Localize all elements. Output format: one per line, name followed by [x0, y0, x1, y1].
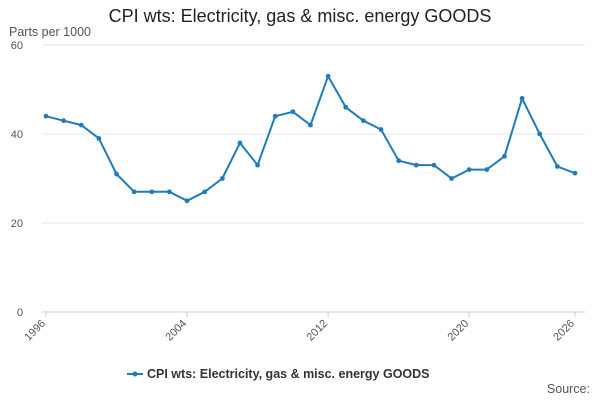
legend-label: CPI wts: Electricity, gas & misc. energy…	[147, 367, 430, 381]
y-tick-label-20: 20	[11, 218, 23, 230]
data-point-2013[interactable]	[343, 104, 349, 110]
series-line-0	[45, 75, 576, 202]
data-point-2026[interactable]	[572, 170, 578, 176]
data-point-2023[interactable]	[519, 96, 525, 101]
data-point-2003[interactable]	[167, 189, 172, 195]
x-tick-label-2012: 2012	[304, 318, 330, 344]
grid-lines	[42, 44, 585, 224]
data-point-1999[interactable]	[96, 136, 102, 141]
y-tick-label-60: 60	[11, 40, 23, 52]
y-axis-label: Parts per 1000	[9, 25, 91, 39]
data-point-2025[interactable]	[554, 164, 560, 169]
y-tick-label-0: 0	[17, 307, 23, 319]
x-tick-label-2026: 2026	[551, 318, 577, 344]
data-point-2001[interactable]	[131, 189, 137, 195]
source-label: Source:	[546, 382, 590, 396]
data-point-2024[interactable]	[537, 131, 543, 137]
series-group	[43, 73, 578, 204]
data-point-1996[interactable]	[43, 113, 49, 119]
data-point-2009[interactable]	[272, 113, 278, 119]
legend: CPI wts: Electricity, gas & misc. energy…	[127, 367, 430, 381]
data-point-2022[interactable]	[502, 153, 507, 159]
data-point-2004[interactable]	[184, 198, 190, 204]
y-tick-label-40: 40	[11, 129, 23, 141]
data-point-2012[interactable]	[325, 73, 331, 79]
data-point-2019[interactable]	[449, 176, 454, 181]
data-point-2005[interactable]	[202, 189, 208, 195]
data-point-2016[interactable]	[396, 158, 402, 164]
chart-title: CPI wts: Electricity, gas & misc. energy…	[108, 6, 492, 26]
data-point-2000[interactable]	[114, 171, 119, 177]
data-point-2010[interactable]	[290, 109, 296, 115]
data-point-2006[interactable]	[219, 176, 225, 181]
data-point-2002[interactable]	[149, 189, 155, 195]
data-point-2017[interactable]	[413, 162, 419, 168]
data-point-2011[interactable]	[308, 122, 313, 128]
data-point-2020[interactable]	[466, 167, 472, 173]
x-tick-label-1996: 1996	[22, 318, 48, 344]
data-point-2018[interactable]	[431, 162, 437, 168]
data-point-2015[interactable]	[378, 127, 384, 132]
data-point-1998[interactable]	[78, 122, 84, 128]
data-point-2008[interactable]	[255, 162, 260, 168]
y-tick-labels: 0 20 40 60	[11, 40, 23, 319]
x-axis: 1996 2004 2012 2020 2026	[22, 311, 585, 344]
x-tick-label-2004: 2004	[163, 318, 189, 344]
legend-swatch-dot	[132, 371, 138, 377]
data-point-2021[interactable]	[484, 167, 490, 173]
data-point-1997[interactable]	[61, 118, 67, 124]
data-point-2007[interactable]	[237, 140, 243, 146]
x-tick-label-2020: 2020	[446, 318, 472, 344]
data-point-2014[interactable]	[361, 118, 366, 124]
